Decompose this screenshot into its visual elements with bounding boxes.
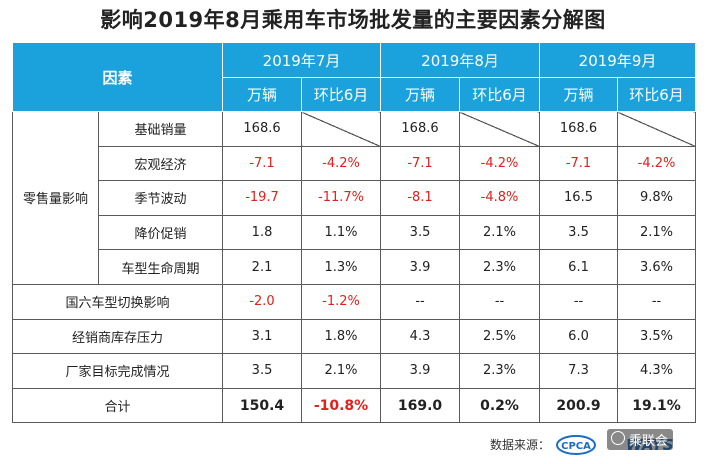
table-cell: 168.6 — [222, 111, 303, 147]
table-cell: 3.6% — [617, 249, 697, 285]
table-cell: 169.0 — [380, 387, 461, 424]
table-cell: -- — [459, 283, 541, 320]
table-cell: -7.1 — [380, 145, 461, 182]
table-cell: -11.7% — [301, 180, 382, 216]
table-row: 厂家目标完成情况 3.5 2.1% 3.9 2.3% 7.3 4.3% — [11, 353, 697, 389]
cpca-logo-icon: CPCA — [556, 435, 596, 455]
factor-table: 因素 2019年7月 2019年8月 2019年9月 万辆 环比6月 万辆 环比… — [11, 42, 697, 424]
row-label: 宏观经济 — [97, 145, 224, 182]
table-cell: 4.3 — [380, 318, 461, 355]
table-cell: 1.1% — [301, 214, 382, 251]
table-cell: 16.5 — [539, 180, 619, 216]
row-label: 降价促销 — [97, 214, 224, 251]
header-month-1: 2019年7月 — [222, 42, 382, 78]
header-month-2: 2019年8月 — [380, 42, 541, 78]
table-cell: 168.6 — [380, 111, 461, 147]
table-cell: -4.2% — [617, 145, 697, 182]
table-cell: -2.0 — [222, 283, 303, 320]
table-cell: 3.5 — [380, 214, 461, 251]
page-title: 影响2019年8月乘用车市场批发量的主要因素分解图 — [100, 8, 606, 32]
table-cell: -7.1 — [222, 145, 303, 182]
table-cell: 1.3% — [301, 249, 382, 285]
header-factor: 因素 — [11, 42, 224, 112]
table-cell: 200.9 — [539, 387, 619, 424]
table-cell: -19.7 — [222, 180, 303, 216]
group-label: 零售量影响 — [12, 111, 99, 285]
table-cell: 4.3% — [617, 353, 697, 389]
table-cell: 3.1 — [222, 318, 303, 355]
table-cell: 1.8 — [222, 214, 303, 251]
diagonal-cell — [301, 111, 382, 147]
table-cell: 9.8% — [617, 180, 697, 216]
watermark-text: 乘联会 — [629, 434, 669, 449]
table-row: 宏观经济 -7.1 -4.2% -7.1 -4.2% -7.1 -4.2% — [13, 145, 697, 182]
table-cell: -1.2% — [301, 283, 382, 320]
row-label: 合计 — [11, 387, 224, 424]
wechat-icon — [611, 431, 625, 445]
table-cell: 150.4 — [222, 387, 303, 424]
table-cell: 2.3% — [459, 249, 541, 285]
table-row: 车型生命周期 2.1 1.3% 3.9 2.3% 6.1 3.6% — [13, 249, 697, 285]
table-cell: 3.9 — [380, 353, 461, 389]
row-label: 车型生命周期 — [97, 249, 224, 285]
diagonal-cell — [459, 111, 541, 147]
row-label: 基础销量 — [97, 111, 224, 147]
watermark: 乘联会 — [607, 429, 674, 450]
table-cell: 3.5% — [617, 318, 697, 355]
table-row: 零售量影响 基础销量 168.6 168.6 168.6 — [12, 111, 697, 285]
table-row: 季节波动 -19.7 -11.7% -8.1 -4.8% 16.5 9.8% — [13, 180, 697, 216]
header-sub: 万辆 — [380, 77, 461, 112]
table-cell: -- — [539, 283, 619, 320]
table-cell: 6.1 — [539, 249, 619, 285]
header-sub: 万辆 — [539, 77, 619, 112]
table-row: 合计 150.4 -10.8% 169.0 0.2% 200.9 19.1% — [11, 387, 697, 424]
header-month-3: 2019年9月 — [539, 42, 697, 78]
table-cell: 2.3% — [459, 353, 541, 389]
table-cell: -- — [380, 283, 461, 320]
table-cell: -4.2% — [301, 145, 382, 182]
table-cell: 0.2% — [459, 387, 541, 424]
header-sub: 环比6月 — [459, 77, 541, 112]
table-cell: 3.5 — [539, 214, 619, 251]
table-cell: 2.1% — [459, 214, 541, 251]
table-cell: 2.1% — [301, 353, 382, 389]
diagonal-cell — [617, 111, 697, 147]
table-row: 降价促销 1.8 1.1% 3.5 2.1% 3.5 2.1% — [13, 214, 697, 251]
table-row: 国六车型切换影响 -2.0 -1.2% -- -- -- -- — [11, 283, 697, 320]
table-cell: 19.1% — [617, 387, 697, 424]
table-cell: -10.8% — [301, 387, 382, 424]
source-label: 数据来源： — [490, 438, 551, 452]
row-label: 经销商库存压力 — [11, 318, 224, 355]
row-label: 国六车型切换影响 — [11, 283, 224, 320]
table-cell: -4.2% — [459, 145, 541, 182]
table-cell: 2.1% — [617, 214, 697, 251]
table-cell: 2.5% — [459, 318, 541, 355]
table-cell: 1.8% — [301, 318, 382, 355]
header-sub: 环比6月 — [301, 77, 382, 112]
row-label: 季节波动 — [97, 180, 224, 216]
table-cell: -8.1 — [380, 180, 461, 216]
table-cell: 2.1 — [222, 249, 303, 285]
table-cell: 7.3 — [539, 353, 619, 389]
header-sub: 环比6月 — [617, 77, 697, 112]
table-cell: 3.5 — [222, 353, 303, 389]
table-cell: 168.6 — [539, 111, 619, 147]
table-cell: 3.9 — [380, 249, 461, 285]
table-cell: 6.0 — [539, 318, 619, 355]
row-label: 厂家目标完成情况 — [11, 353, 224, 389]
table-row: 经销商库存压力 3.1 1.8% 4.3 2.5% 6.0 3.5% — [11, 318, 697, 355]
table-cell: -7.1 — [539, 145, 619, 182]
table-cell: -- — [617, 283, 697, 320]
cpca-logo-text: CPCA — [561, 441, 591, 452]
header-sub: 万辆 — [222, 77, 303, 112]
table-cell: -4.8% — [459, 180, 541, 216]
